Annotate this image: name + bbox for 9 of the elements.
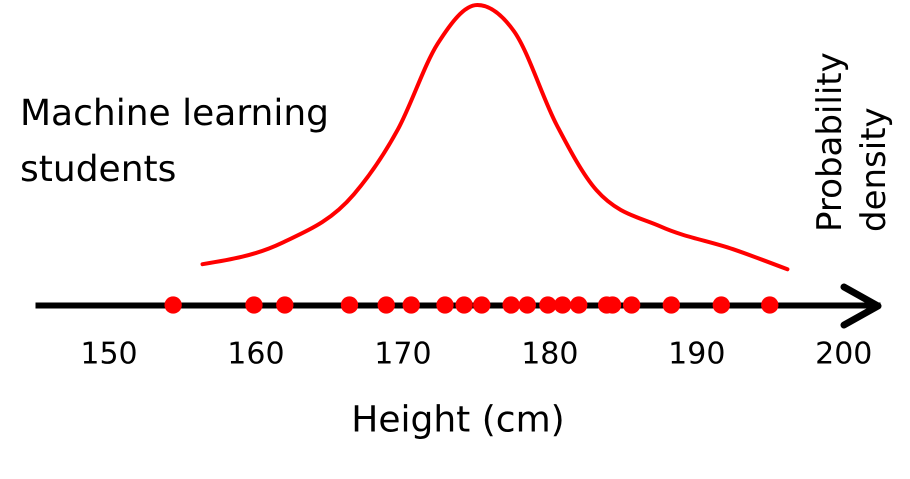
x-tick-label: 190 xyxy=(668,336,726,372)
x-tick-label: 160 xyxy=(227,336,285,372)
x-tick-label: 180 xyxy=(521,336,578,372)
series-label: Machine learning students xyxy=(20,92,330,192)
x-axis-title: Height (cm) xyxy=(351,400,565,440)
x-tick-label: 170 xyxy=(374,336,432,372)
y-axis-title: Probability density xyxy=(809,51,895,232)
x-tick-label: 200 xyxy=(815,336,872,372)
x-tick-label: 150 xyxy=(80,336,138,372)
